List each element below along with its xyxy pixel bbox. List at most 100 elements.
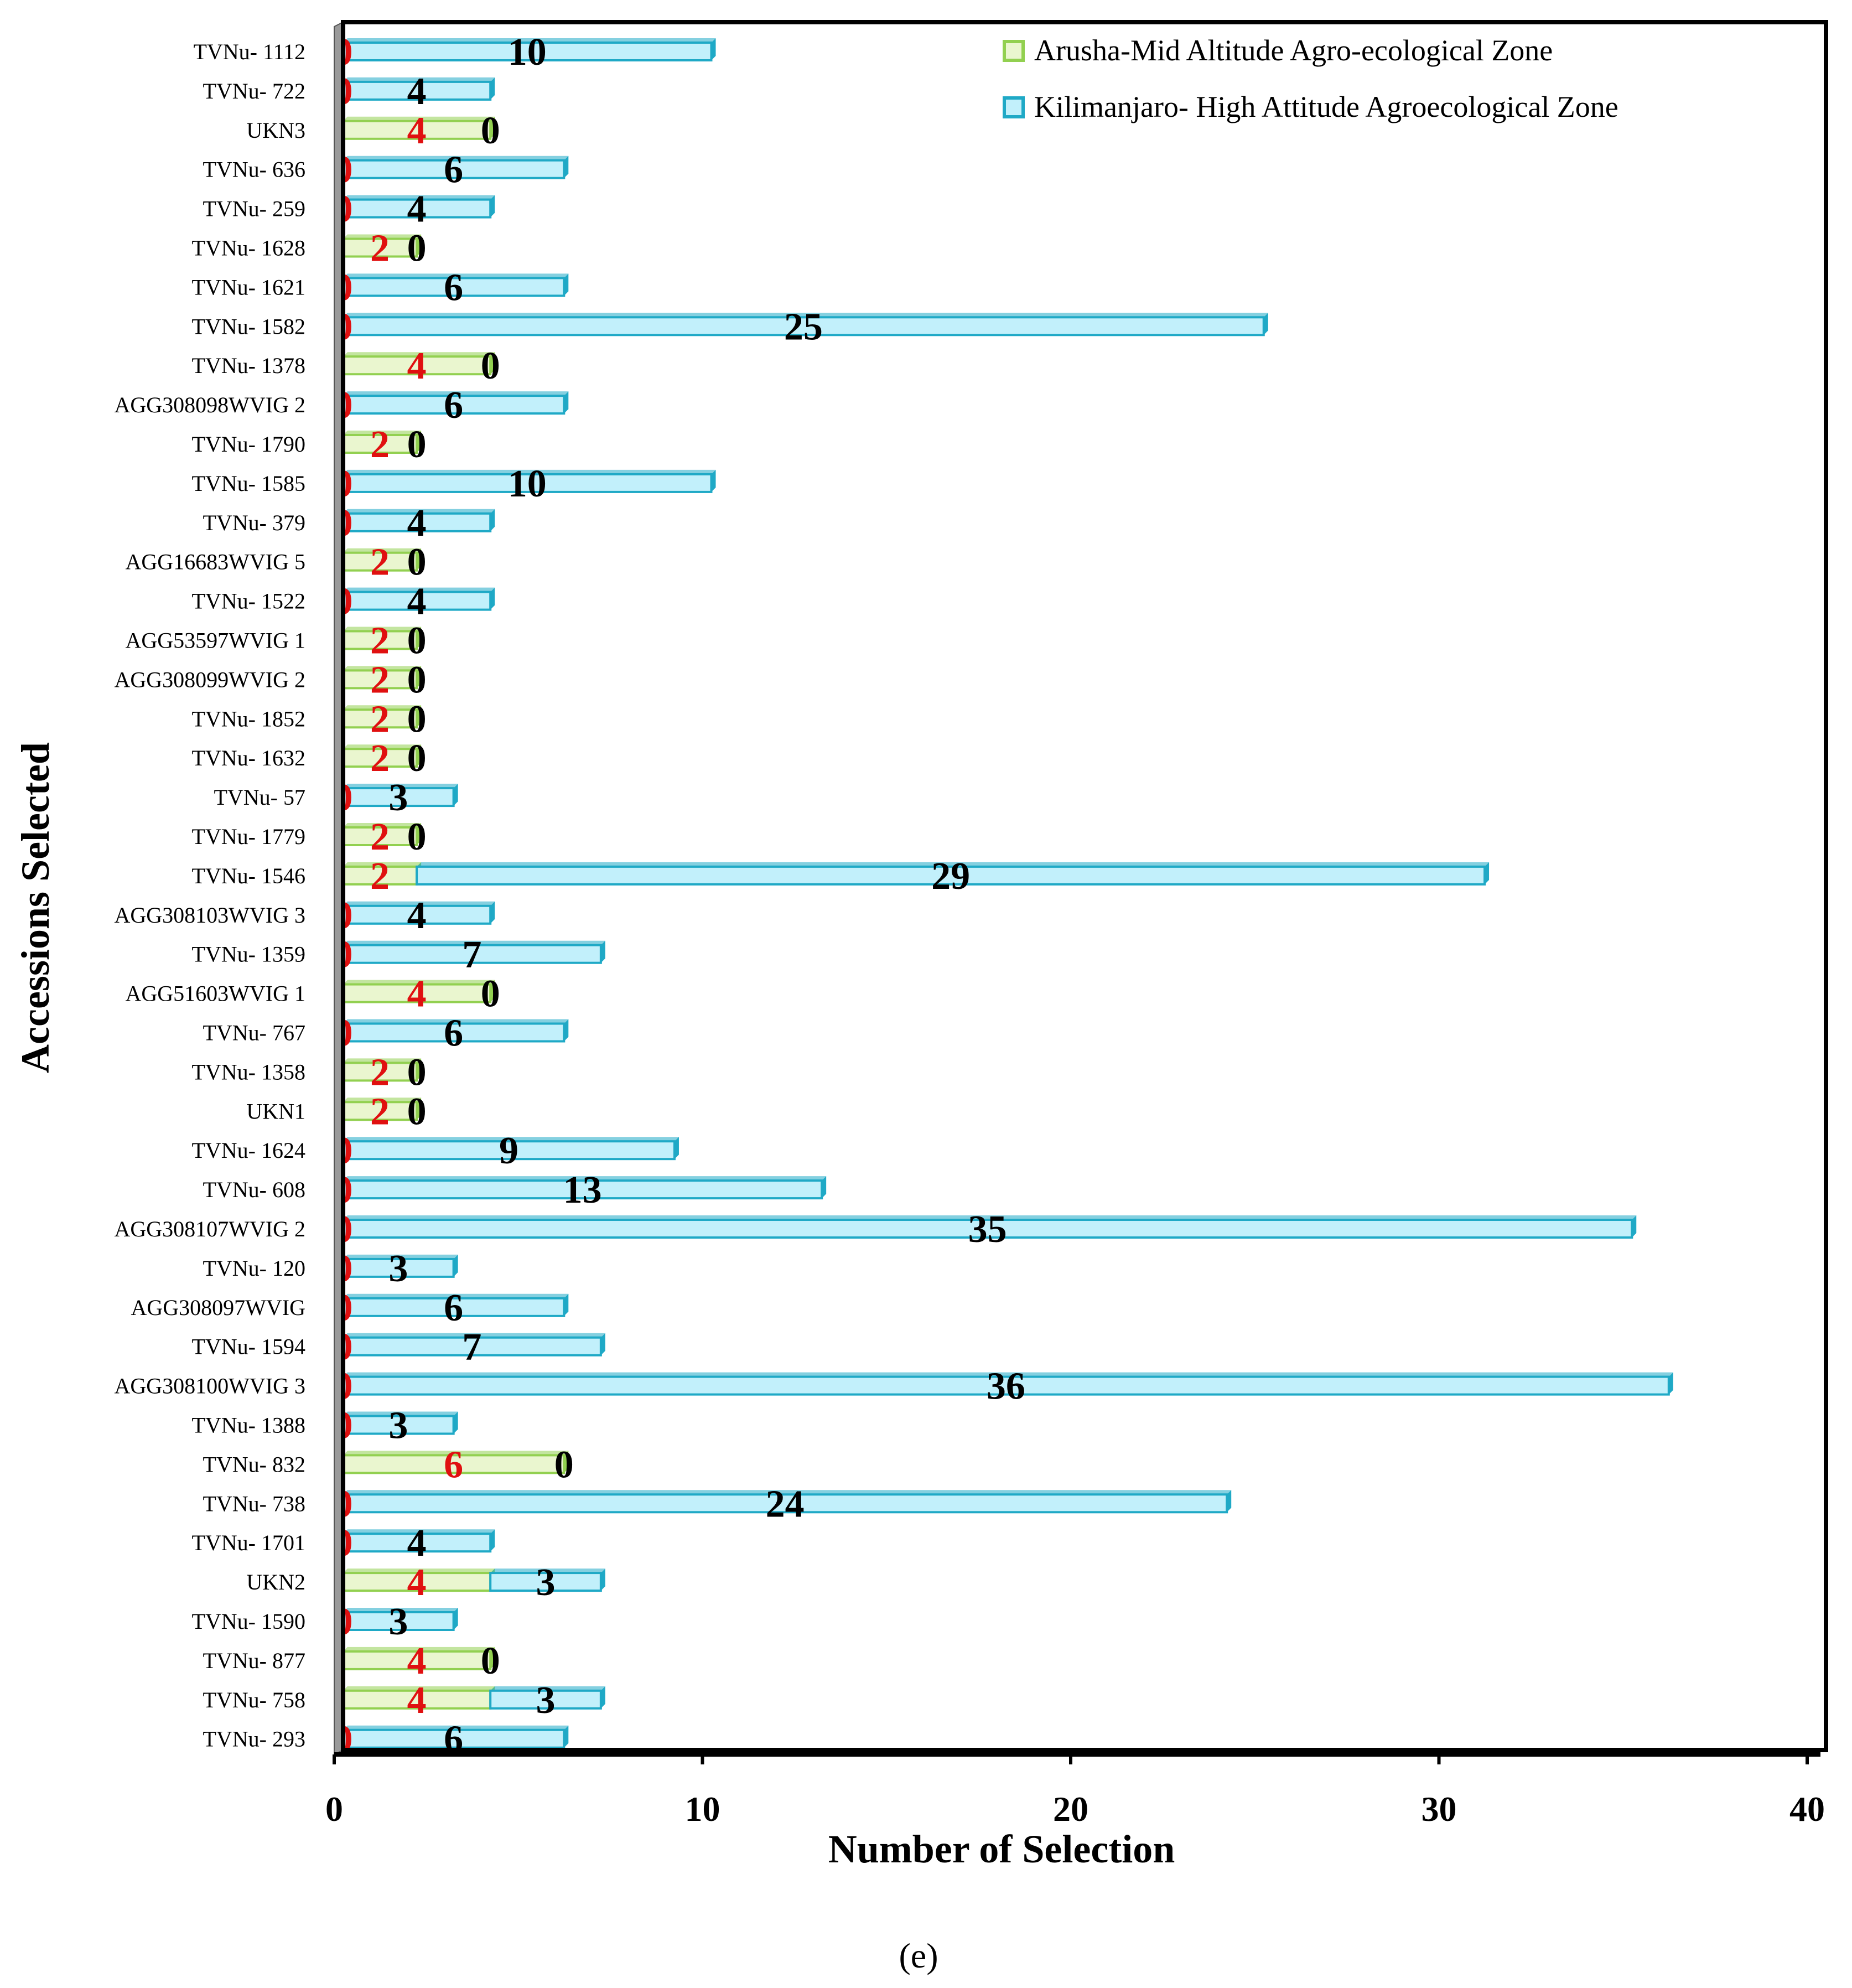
x-tick-label: 30 [1422, 1789, 1457, 1829]
legend-kilimanjaro-label: Kilimanjaro- High Attitude Agroecologica… [1034, 90, 1618, 123]
legend-kilimanjaro-swatch [1003, 96, 1025, 118]
value-label-arusha: 2 [370, 737, 390, 780]
value-label-kilimanjaro: 0 [407, 698, 427, 741]
category-label: TVNu- 1388 [191, 1413, 305, 1438]
value-label-kilimanjaro: 3 [536, 1561, 556, 1604]
y-axis-title: Accessions Selected [13, 742, 58, 1073]
category-label: TVNu- 1112 [193, 39, 305, 64]
category-label: TVNu- 1358 [191, 1059, 305, 1084]
value-label-kilimanjaro: 0 [407, 737, 427, 780]
category-label: TVNu- 120 [203, 1256, 305, 1281]
value-label-arusha: 2 [370, 423, 390, 466]
value-label-kilimanjaro: 0 [481, 110, 500, 152]
bar-arusha-side [490, 980, 495, 1002]
bar-kilimanjaro [342, 787, 455, 807]
bar-kilimanjaro-side [453, 1254, 458, 1277]
value-label-kilimanjaro: 6 [444, 1287, 463, 1329]
category-label: TVNu- 1790 [191, 432, 305, 457]
legend: Arusha-Mid Altitude Agro-ecological Zone… [1003, 34, 1618, 123]
bar-kilimanjaro-side [822, 1176, 827, 1199]
bar-kilimanjaro-side [490, 509, 495, 531]
value-label-arusha: 2 [370, 541, 390, 584]
value-label-arusha: 2 [370, 1090, 390, 1133]
bar-kilimanjaro [342, 1219, 1633, 1239]
bar-kilimanjaro [342, 80, 492, 101]
category-label: TVNu- 1359 [191, 942, 305, 967]
value-label-arusha: 4 [407, 1679, 427, 1722]
bar-kilimanjaro-side [490, 1529, 495, 1552]
bar-arusha [342, 1650, 492, 1670]
x-tick-label: 10 [685, 1789, 720, 1829]
value-label-arusha: 6 [444, 1443, 463, 1486]
value-label-arusha: 4 [407, 345, 427, 387]
value-label-kilimanjaro: 4 [407, 581, 427, 623]
x-tick-label: 20 [1053, 1789, 1088, 1829]
category-label: TVNu- 1582 [191, 314, 305, 339]
value-label-kilimanjaro: 4 [407, 188, 427, 231]
value-label-arusha: 2 [370, 1051, 390, 1094]
bar-arusha [342, 708, 418, 729]
category-label: TVNu- 767 [203, 1021, 305, 1045]
category-label: TVNu- 758 [203, 1687, 305, 1712]
bar-kilimanjaro-side [1485, 862, 1490, 884]
x-axis-title: Number of Selection [828, 1827, 1175, 1871]
value-label-kilimanjaro: 4 [407, 502, 427, 545]
value-label-kilimanjaro: 6 [444, 1012, 463, 1055]
value-label-kilimanjaro: 0 [407, 1051, 427, 1094]
value-label-kilimanjaro: 24 [766, 1483, 805, 1525]
bar-kilimanjaro [342, 904, 492, 925]
bar-kilimanjaro-top [343, 273, 569, 278]
value-label-kilimanjaro: 0 [481, 1640, 500, 1682]
category-label: TVNu- 1546 [191, 863, 305, 888]
category-label: AGG308100WVIG 3 [114, 1374, 305, 1399]
category-label: AGG308097WVIG [131, 1295, 305, 1320]
bar-kilimanjaro-side [490, 77, 495, 100]
value-label-arusha: 2 [370, 227, 390, 270]
value-label-kilimanjaro: 3 [388, 1601, 408, 1643]
axes: 0 10 20 30 40 [325, 20, 1828, 1829]
bar-kilimanjaro [342, 512, 492, 532]
bar-kilimanjaro [489, 1572, 602, 1592]
category-label: TVNu- 259 [203, 196, 305, 221]
bar-kilimanjaro [342, 1611, 455, 1631]
category-label: TVNu- 57 [214, 785, 305, 810]
value-label-kilimanjaro: 4 [407, 894, 427, 937]
bar-arusha [342, 355, 492, 376]
value-label-arusha: 2 [370, 698, 390, 741]
category-label: TVNu- 1621 [191, 275, 305, 299]
value-labels-layer: 0100440060420060254006200100420042020202… [334, 31, 1025, 1761]
category-label: UKN1 [246, 1099, 305, 1124]
value-label-kilimanjaro: 6 [444, 266, 463, 309]
value-label-kilimanjaro: 0 [407, 620, 427, 662]
category-label: TVNu- 1852 [191, 706, 305, 731]
value-label-kilimanjaro: 10 [508, 31, 547, 74]
category-label: UKN3 [246, 118, 305, 143]
plot-frame [341, 20, 1828, 1752]
bar-kilimanjaro-side [453, 1608, 458, 1630]
category-label: TVNu- 877 [203, 1648, 305, 1673]
category-label: TVNu- 636 [203, 157, 305, 182]
category-label: TVNu- 1624 [191, 1138, 305, 1163]
bar-kilimanjaro [342, 1179, 823, 1200]
value-label-kilimanjaro: 25 [784, 306, 823, 348]
bar-kilimanjaro-side [490, 587, 495, 610]
category-label: TVNu- 1632 [191, 746, 305, 770]
figure-caption: (e) [899, 1936, 938, 1975]
value-label-kilimanjaro: 0 [407, 227, 427, 270]
value-label-kilimanjaro: 0 [407, 816, 427, 858]
bar-arusha-side [490, 1647, 495, 1669]
bar-arusha-side [490, 352, 495, 375]
value-label-kilimanjaro: 0 [407, 659, 427, 701]
bar-kilimanjaro-side [490, 901, 495, 924]
value-label-kilimanjaro: 0 [407, 423, 427, 466]
category-label: TVNu- 608 [203, 1177, 305, 1202]
bar-kilimanjaro [342, 277, 566, 297]
category-label: TVNu- 379 [203, 510, 305, 535]
value-label-kilimanjaro: 10 [508, 463, 547, 505]
category-label: TVNu- 1585 [191, 471, 305, 496]
category-label: TVNu- 293 [203, 1727, 305, 1752]
category-label: UKN2 [246, 1570, 305, 1594]
category-label: AGG308103WVIG 3 [114, 903, 305, 928]
category-label: TVNu- 1628 [191, 236, 305, 261]
